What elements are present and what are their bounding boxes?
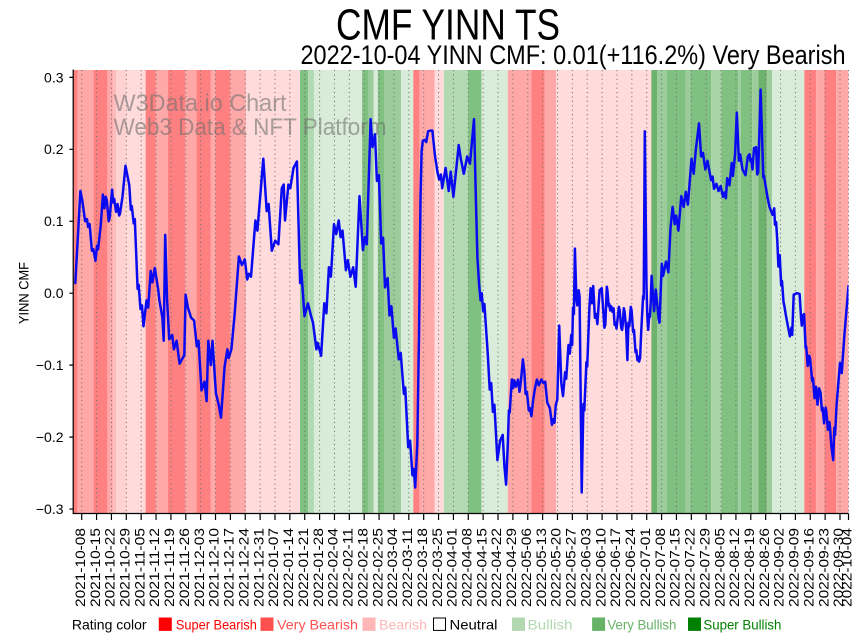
svg-text:Web3 Data & NFT Platform: Web3 Data & NFT Platform [114,114,387,141]
svg-text:2021-10-08: 2021-10-08 [72,528,88,607]
svg-text:2022-05-27: 2022-05-27 [563,528,579,607]
svg-text:2022-06-24: 2022-06-24 [622,528,638,607]
svg-text:2021-12-24: 2021-12-24 [235,528,251,607]
svg-text:2022-05-06: 2022-05-06 [518,528,534,607]
svg-text:2022-06-03: 2022-06-03 [577,528,593,607]
svg-text:2021-12-10: 2021-12-10 [206,528,222,607]
svg-text:2022-09-23: 2022-09-23 [815,528,831,607]
svg-text:Super Bearish: Super Bearish [176,617,257,633]
svg-text:2022-08-12: 2022-08-12 [726,528,742,607]
svg-text:2022-05-13: 2022-05-13 [533,528,549,607]
svg-text:2022-03-04: 2022-03-04 [384,528,400,607]
svg-text:2022-04-01: 2022-04-01 [444,528,460,607]
svg-text:2022-02-11: 2022-02-11 [340,528,356,607]
svg-text:2021-10-22: 2021-10-22 [102,528,118,607]
svg-text:2022-07-29: 2022-07-29 [696,528,712,607]
svg-text:2022-04-08: 2022-04-08 [458,528,474,607]
svg-text:2022-03-25: 2022-03-25 [429,528,445,607]
svg-text:2022-02-25: 2022-02-25 [369,528,385,607]
svg-text:−0.3: −0.3 [36,501,64,517]
svg-text:−0.2: −0.2 [36,429,64,445]
svg-text:2022-07-22: 2022-07-22 [682,528,698,607]
svg-text:0.0: 0.0 [44,285,64,301]
svg-text:2021-11-19: 2021-11-19 [161,528,177,607]
svg-text:Neutral: Neutral [450,617,498,633]
svg-text:Rating color: Rating color [72,617,147,633]
svg-text:2021-11-12: 2021-11-12 [146,528,162,607]
svg-text:2022-07-15: 2022-07-15 [667,528,683,607]
svg-text:2022-07-01: 2022-07-01 [637,528,653,607]
svg-text:2022-09-09: 2022-09-09 [786,528,802,607]
svg-text:2022-04-15: 2022-04-15 [473,528,489,607]
svg-text:2022-09-30: 2022-09-30 [830,528,846,607]
svg-text:Bullish: Bullish [528,617,573,633]
svg-text:Super Bullish: Super Bullish [703,617,781,633]
svg-text:2022-09-02: 2022-09-02 [771,528,787,607]
svg-text:2022-02-18: 2022-02-18 [354,528,370,607]
svg-text:2022-05-20: 2022-05-20 [548,528,564,607]
svg-text:−0.1: −0.1 [36,357,64,373]
svg-text:2022-06-10: 2022-06-10 [592,528,608,607]
svg-text:2022-04-22: 2022-04-22 [488,528,504,607]
svg-text:2022-08-19: 2022-08-19 [741,528,757,607]
svg-text:2022-01-28: 2022-01-28 [310,528,326,607]
svg-text:2021-11-26: 2021-11-26 [176,528,192,607]
svg-text:2022-10-04 YINN CMF: 0.01(+116: 2022-10-04 YINN CMF: 0.01(+116.2%) Very … [301,40,846,70]
svg-text:2022-06-17: 2022-06-17 [607,528,623,607]
svg-text:2021-10-29: 2021-10-29 [117,528,133,607]
svg-text:2022-10-04: 2022-10-04 [839,528,855,607]
svg-text:W3Data.io Chart: W3Data.io Chart [114,90,287,117]
svg-text:Very Bullish: Very Bullish [607,617,676,633]
svg-text:2021-12-31: 2021-12-31 [250,528,266,607]
svg-text:2022-01-21: 2022-01-21 [295,528,311,607]
svg-text:Bearish: Bearish [379,617,427,633]
svg-text:0.1: 0.1 [44,213,64,229]
svg-text:2022-01-07: 2022-01-07 [265,528,281,607]
svg-text:2022-09-16: 2022-09-16 [800,528,816,607]
svg-text:0.3: 0.3 [44,69,64,85]
svg-text:2021-10-15: 2021-10-15 [87,528,103,607]
svg-text:YINN CMF: YINN CMF [17,262,32,324]
svg-text:2022-02-04: 2022-02-04 [325,528,341,607]
svg-text:CMF YINN TS: CMF YINN TS [336,1,560,50]
svg-text:2022-04-29: 2022-04-29 [503,528,519,607]
svg-text:2022-07-08: 2022-07-08 [652,528,668,607]
svg-text:Very Bearish: Very Bearish [277,617,358,633]
svg-text:2022-08-05: 2022-08-05 [711,528,727,607]
svg-text:2021-11-05: 2021-11-05 [131,528,147,607]
svg-text:2022-08-26: 2022-08-26 [756,528,772,607]
svg-text:2021-12-17: 2021-12-17 [221,528,237,607]
svg-text:2022-01-14: 2022-01-14 [280,528,296,607]
svg-text:2022-03-18: 2022-03-18 [414,528,430,607]
svg-text:2022-03-11: 2022-03-11 [399,528,415,607]
svg-text:0.2: 0.2 [44,141,64,157]
svg-text:2021-12-03: 2021-12-03 [191,528,207,607]
